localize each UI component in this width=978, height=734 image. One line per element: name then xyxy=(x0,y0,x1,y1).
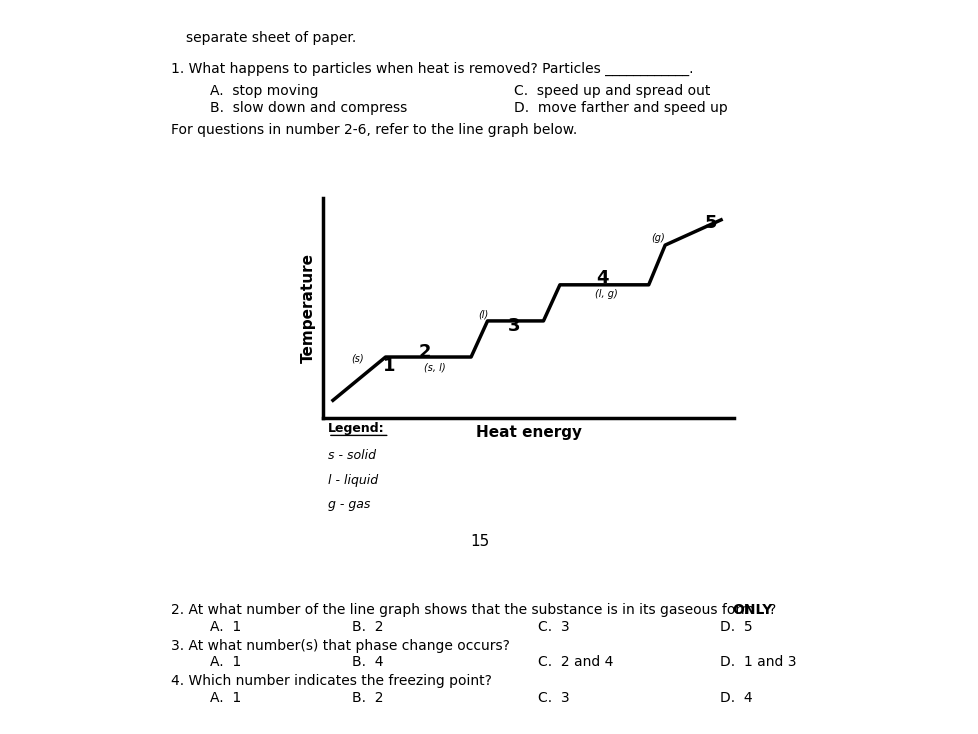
Text: ?: ? xyxy=(768,603,775,617)
Text: A.  stop moving: A. stop moving xyxy=(210,84,319,98)
X-axis label: Heat energy: Heat energy xyxy=(475,425,581,440)
Text: 4: 4 xyxy=(596,269,608,286)
Text: l - liquid: l - liquid xyxy=(328,473,378,487)
Text: D.  5: D. 5 xyxy=(719,620,751,634)
Text: C.  3: C. 3 xyxy=(538,691,569,705)
Text: (l): (l) xyxy=(477,310,488,320)
Text: A.  1: A. 1 xyxy=(210,620,242,634)
Text: 1: 1 xyxy=(382,357,395,375)
Text: 2. At what number of the line graph shows that the substance is in its gaseous f: 2. At what number of the line graph show… xyxy=(171,603,758,617)
Text: For questions in number 2-6, refer to the line graph below.: For questions in number 2-6, refer to th… xyxy=(171,123,577,137)
Text: B.  4: B. 4 xyxy=(352,655,383,669)
Text: B.  2: B. 2 xyxy=(352,691,383,705)
Text: 3: 3 xyxy=(507,317,519,335)
Text: s - solid: s - solid xyxy=(328,448,376,462)
Text: (g): (g) xyxy=(651,233,665,243)
Text: 2: 2 xyxy=(419,343,431,360)
Text: C.  3: C. 3 xyxy=(538,620,569,634)
Text: 5: 5 xyxy=(704,214,717,233)
Text: 3. At what number(s) that phase change occurs?: 3. At what number(s) that phase change o… xyxy=(171,639,510,653)
Text: B.  2: B. 2 xyxy=(352,620,383,634)
Text: g - gas: g - gas xyxy=(328,498,370,512)
Text: B.  slow down and compress: B. slow down and compress xyxy=(210,101,407,115)
Text: (s, l): (s, l) xyxy=(423,363,445,373)
Text: (s): (s) xyxy=(351,354,364,364)
Text: D.  move farther and speed up: D. move farther and speed up xyxy=(513,101,727,115)
Text: Legend:: Legend: xyxy=(328,422,384,435)
Text: A.  1: A. 1 xyxy=(210,655,242,669)
Text: 1. What happens to particles when heat is removed? Particles ____________.: 1. What happens to particles when heat i… xyxy=(171,62,693,76)
Text: (l, g): (l, g) xyxy=(594,289,617,299)
Text: ONLY: ONLY xyxy=(732,603,772,617)
Text: A.  1: A. 1 xyxy=(210,691,242,705)
Text: separate sheet of paper.: separate sheet of paper. xyxy=(186,31,356,45)
Text: D.  1 and 3: D. 1 and 3 xyxy=(719,655,795,669)
Text: C.  2 and 4: C. 2 and 4 xyxy=(538,655,613,669)
Text: C.  speed up and spread out: C. speed up and spread out xyxy=(513,84,710,98)
Text: 15: 15 xyxy=(469,534,489,549)
Text: 4. Which number indicates the freezing point?: 4. Which number indicates the freezing p… xyxy=(171,674,492,688)
Text: D.  4: D. 4 xyxy=(719,691,751,705)
Y-axis label: Temperature: Temperature xyxy=(301,253,316,363)
